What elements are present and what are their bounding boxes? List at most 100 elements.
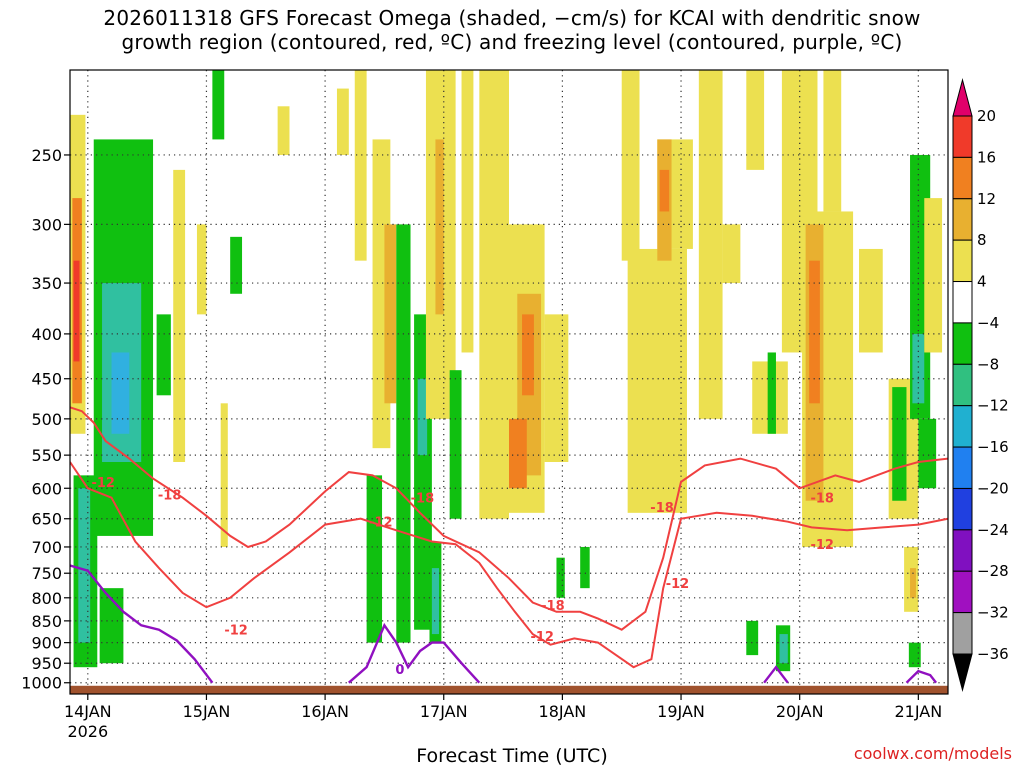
omega-cell-25 xyxy=(431,568,439,635)
omega-cell-21 xyxy=(396,224,411,643)
omega-cell-10 xyxy=(173,169,186,462)
contours: -12 -18 -12 -12 -18 -18 -12 -18 -12 -18 -12 0 xyxy=(70,406,948,684)
omega-cell-4 xyxy=(73,260,80,362)
omega-cell-62 xyxy=(746,620,759,656)
omega-cell-53 xyxy=(859,248,883,353)
colorbar-label-5: −4 xyxy=(977,314,999,332)
omega-cell-43 xyxy=(698,70,723,419)
contour-label-8: -12 xyxy=(666,577,690,592)
colorbar-top-arrow xyxy=(952,78,973,117)
omega-cell-13 xyxy=(230,236,243,294)
y-tick-label-2: 350 xyxy=(31,274,62,293)
omega-cell-39 xyxy=(627,248,687,513)
omega-cell-65 xyxy=(908,642,921,668)
x-tick-label-5: 19JAN xyxy=(657,702,705,721)
colorbar-bin-5 xyxy=(952,322,973,365)
contour-label-0: -12 xyxy=(91,476,115,491)
chart-title: 2026011318 GFS Forecast Omega (shaded, −… xyxy=(0,6,1024,54)
colorbar-label-13: −36 xyxy=(977,645,1009,663)
dgz-contour-1 xyxy=(70,461,948,669)
y-tick-label-5: 500 xyxy=(31,410,62,429)
contour-label-6: -12 xyxy=(530,630,554,645)
x-tick-label-0: 14JAN xyxy=(64,702,112,721)
omega-cell-52 xyxy=(823,70,842,212)
contour-label-10: -12 xyxy=(810,538,834,553)
omega-cell-20 xyxy=(366,475,383,643)
omega-cell-17 xyxy=(354,70,367,261)
freezing-contour-1 xyxy=(348,622,481,684)
freezing-contour-2 xyxy=(763,665,789,684)
colorbar-label-7: −12 xyxy=(977,397,1009,415)
ground-layer xyxy=(70,685,948,694)
omega-cell-27 xyxy=(435,139,444,315)
omega-cell-12 xyxy=(212,70,225,140)
colorbar-bin-4 xyxy=(952,281,973,324)
colorbar-label-1: 16 xyxy=(977,148,996,166)
colorbar-bottom-arrow xyxy=(952,653,973,692)
x-tick-label-2: 16JAN xyxy=(301,702,349,721)
y-tick-label-12: 850 xyxy=(31,612,62,631)
x-tick-label-1: 15JAN xyxy=(183,702,231,721)
colorbar-label-8: −16 xyxy=(977,438,1009,456)
omega-cell-37 xyxy=(580,546,590,589)
y-tick-label-0: 250 xyxy=(31,146,62,165)
colorbar-bin-9 xyxy=(952,487,973,531)
contour-label-3: -12 xyxy=(369,516,393,531)
y-tick-label-7: 600 xyxy=(31,479,62,498)
title-line-1: 2026011318 GFS Forecast Omega (shaded, −… xyxy=(103,6,921,30)
title-line-2: growth region (contoured, red, ºC) and f… xyxy=(121,30,903,54)
y-tick-label-13: 900 xyxy=(31,634,62,653)
omega-cell-23 xyxy=(417,378,428,456)
x-tick-label-3: 17JAN xyxy=(420,702,468,721)
credit-link[interactable]: coolwx.com/models xyxy=(853,744,1012,763)
colorbar-label-10: −24 xyxy=(977,521,1009,539)
contour-label-1: -18 xyxy=(158,489,182,504)
omega-cell-64 xyxy=(779,634,788,664)
y-tick-label-15: 1000 xyxy=(21,674,62,693)
omega-cell-36 xyxy=(556,557,565,598)
colorbar-label-0: 20 xyxy=(977,107,996,125)
y-axis: 250 300 350 400 450 500 550 600 650 700 750 800 850 9… xyxy=(21,146,70,693)
omega-cell-28 xyxy=(449,370,462,519)
y-tick-label-3: 400 xyxy=(31,325,62,344)
y-tick-label-1: 300 xyxy=(31,215,62,234)
colorbar-label-2: 12 xyxy=(977,190,996,208)
x-tick-label-7: 21JAN xyxy=(894,702,942,721)
colorbar-label-3: 8 xyxy=(977,231,987,249)
colorbar: 20 16 12 8 4 −4 −8 −12 −16 −20 −24 −28 −32 −36 xyxy=(952,78,1009,692)
omega-cell-61 xyxy=(910,568,916,598)
colorbar-bin-0 xyxy=(952,115,973,158)
colorbar-bin-3 xyxy=(952,239,973,283)
dgz-contour-0 xyxy=(70,406,948,631)
omega-cell-15 xyxy=(277,106,290,155)
omega-cell-9 xyxy=(156,314,171,396)
colorbar-label-4: 4 xyxy=(977,273,987,291)
y-tick-label-4: 450 xyxy=(31,370,62,389)
x-tick-label-6: 20JAN xyxy=(776,702,824,721)
omega-cell-51 xyxy=(809,260,820,404)
contour-label-5: -18 xyxy=(541,599,565,614)
omega-cell-1 xyxy=(78,488,91,643)
omega-cell-11 xyxy=(196,224,207,315)
y-tick-label-8: 650 xyxy=(31,510,62,529)
colorbar-bin-12 xyxy=(952,612,973,655)
grid-lines xyxy=(70,70,948,694)
y-tick-label-9: 700 xyxy=(31,538,62,557)
colorbar-bin-10 xyxy=(952,529,973,572)
omega-cell-59 xyxy=(918,418,937,489)
omega-cell-7 xyxy=(111,352,130,434)
y-tick-label-10: 750 xyxy=(31,564,62,583)
omega-cell-29 xyxy=(461,70,474,353)
omega-cell-19 xyxy=(384,224,397,404)
colorbar-label-9: −20 xyxy=(977,479,1009,497)
omega-cell-35 xyxy=(544,314,569,462)
ground-fill xyxy=(70,685,948,694)
y-tick-label-14: 950 xyxy=(31,654,62,673)
omega-cell-47 xyxy=(767,352,776,434)
colorbar-label-6: −8 xyxy=(977,355,999,373)
omega-cell-56 xyxy=(912,333,925,404)
y-tick-label-6: 550 xyxy=(31,446,62,465)
colorbar-bin-7 xyxy=(952,405,973,448)
